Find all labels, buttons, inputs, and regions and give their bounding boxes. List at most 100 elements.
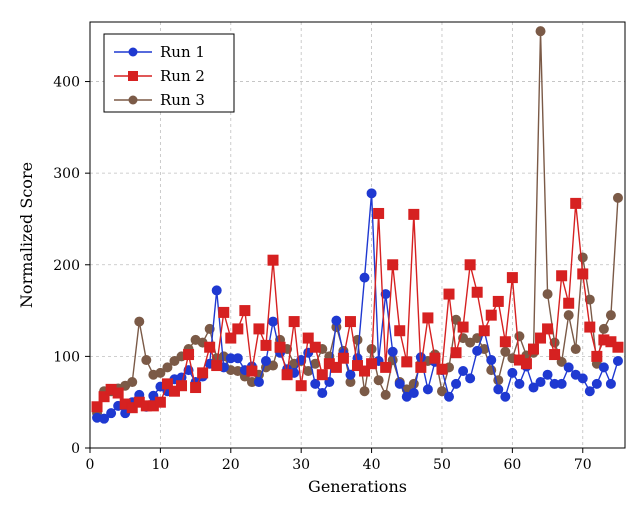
series-marker-run1	[494, 385, 503, 394]
series-marker-run2	[275, 342, 285, 352]
series-marker-run2	[191, 383, 201, 393]
series-marker-run2	[282, 370, 292, 380]
series-marker-run2	[437, 364, 447, 374]
series-marker-run2	[458, 322, 468, 332]
series-marker-run1	[515, 379, 524, 388]
series-marker-run2	[486, 310, 496, 320]
series-marker-run1	[107, 409, 116, 418]
series-marker-run2	[550, 350, 560, 360]
series-marker-run1	[487, 356, 496, 365]
series-marker-run2	[613, 342, 623, 352]
series-marker-run2	[212, 361, 222, 371]
series-marker-run1	[269, 317, 278, 326]
series-marker-run2	[528, 344, 538, 354]
series-marker-run2	[557, 271, 567, 281]
series-marker-run2	[205, 342, 215, 352]
series-marker-run1	[318, 389, 327, 398]
series-marker-run2	[578, 269, 588, 279]
series-marker-run2	[444, 289, 454, 299]
series-marker-run2	[296, 381, 306, 391]
series-marker-run2	[479, 326, 489, 336]
svg-text:40: 40	[363, 457, 381, 473]
series-marker-run1	[613, 356, 622, 365]
series-marker-run3	[128, 378, 137, 387]
series-marker-run2	[268, 255, 278, 265]
series-marker-run2	[331, 362, 341, 372]
series-marker-run2	[564, 298, 574, 308]
series-marker-run2	[303, 333, 313, 343]
series-marker-run2	[507, 273, 517, 283]
series-marker-run2	[338, 353, 348, 363]
series-marker-run3	[501, 347, 510, 356]
series-marker-run1	[423, 385, 432, 394]
legend-label-run2: Run 2	[160, 67, 205, 85]
series-marker-run2	[500, 337, 510, 347]
series-marker-run3	[543, 290, 552, 299]
series-marker-run2	[374, 208, 384, 218]
svg-text:20: 20	[222, 457, 240, 473]
series-marker-run1	[543, 370, 552, 379]
legend-label-run1: Run 1	[160, 43, 205, 61]
series-marker-run1	[212, 286, 221, 295]
series-marker-run3	[564, 311, 573, 320]
series-marker-run1	[578, 374, 587, 383]
series-marker-run2	[585, 322, 595, 332]
series-marker-run2	[423, 313, 433, 323]
series-marker-run2	[226, 333, 236, 343]
series-marker-run2	[402, 357, 412, 367]
series-marker-run1	[459, 367, 468, 376]
series-marker-run2	[92, 402, 102, 412]
series-marker-run2	[472, 287, 482, 297]
series-marker-run2	[219, 307, 229, 317]
series-marker-run1	[599, 363, 608, 372]
series-marker-run2	[451, 348, 461, 358]
series-marker-run2	[543, 324, 553, 334]
series-marker-run3	[135, 317, 144, 326]
series-marker-run3	[571, 345, 580, 354]
series-marker-run2	[289, 317, 299, 327]
series-marker-run1	[233, 354, 242, 363]
y-axis-label: Normalized Score	[17, 162, 36, 308]
series-marker-run1	[395, 379, 404, 388]
series-marker-run1	[367, 189, 376, 198]
series-marker-run2	[465, 260, 475, 270]
svg-text:70: 70	[574, 457, 592, 473]
series-marker-run1	[473, 346, 482, 355]
series-marker-run2	[247, 366, 257, 376]
svg-text:0: 0	[71, 441, 80, 457]
series-marker-run2	[395, 326, 405, 336]
series-marker-run3	[578, 253, 587, 262]
series-marker-run1	[592, 379, 601, 388]
series-marker-run2	[345, 317, 355, 327]
svg-text:200: 200	[53, 258, 80, 274]
series-marker-run2	[416, 362, 426, 372]
chart-container: 0102030405060700100200300400GenerationsN…	[0, 0, 640, 513]
series-marker-run2	[381, 362, 391, 372]
line-chart: 0102030405060700100200300400GenerationsN…	[0, 0, 640, 513]
legend-label-run3: Run 3	[160, 91, 205, 109]
series-marker-run3	[536, 27, 545, 36]
series-marker-run1	[585, 387, 594, 396]
svg-text:100: 100	[53, 349, 80, 365]
series-marker-run1	[508, 368, 517, 377]
series-marker-run2	[592, 351, 602, 361]
series-marker-run1	[360, 273, 369, 282]
series-marker-run1	[254, 378, 263, 387]
series-marker-run2	[536, 333, 546, 343]
series-marker-run2	[240, 306, 250, 316]
series-marker-run1	[501, 392, 510, 401]
series-marker-run1	[332, 316, 341, 325]
svg-text:400: 400	[53, 75, 80, 91]
series-marker-run2	[155, 397, 165, 407]
series-marker-run2	[184, 350, 194, 360]
series-marker-run3	[163, 363, 172, 372]
series-marker-run2	[430, 353, 440, 363]
series-marker-run1	[536, 378, 545, 387]
series-marker-run2	[409, 209, 419, 219]
svg-text:50: 50	[433, 457, 451, 473]
series-marker-run1	[261, 356, 270, 365]
svg-text:60: 60	[503, 457, 521, 473]
svg-text:30: 30	[292, 457, 310, 473]
series-marker-run1	[452, 379, 461, 388]
series-marker-run2	[254, 324, 264, 334]
